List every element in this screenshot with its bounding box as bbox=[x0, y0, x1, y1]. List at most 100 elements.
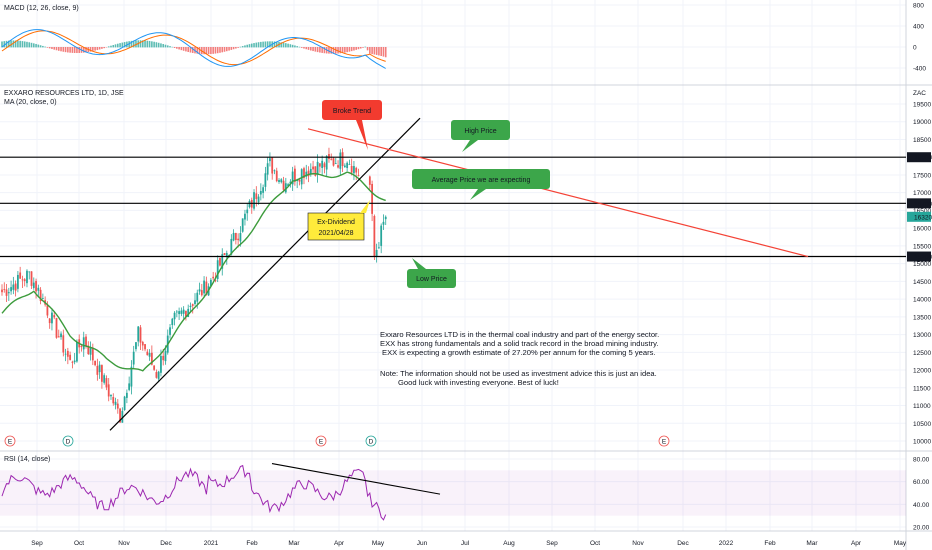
price-tick-label: 10000 bbox=[913, 439, 931, 446]
candle-body bbox=[5, 289, 8, 296]
macd-histogram-bar bbox=[353, 47, 355, 51]
candle-body bbox=[3, 289, 6, 290]
macd-histogram-bar bbox=[355, 47, 358, 50]
candle-body bbox=[187, 308, 190, 317]
candle-body bbox=[219, 258, 221, 266]
candle-body bbox=[237, 238, 240, 241]
candle-body bbox=[348, 164, 351, 166]
macd-histogram-bar bbox=[348, 47, 351, 52]
macd-histogram-bar bbox=[173, 47, 176, 48]
candle-body bbox=[35, 281, 37, 292]
candle-body bbox=[355, 167, 358, 173]
candle-body bbox=[205, 281, 208, 295]
rsi-tick-label: 40.00 bbox=[913, 502, 930, 509]
macd-histogram-bar bbox=[12, 40, 15, 48]
price-tick-label: 17000 bbox=[913, 190, 931, 197]
candle-body bbox=[232, 232, 235, 241]
macd-histogram-bar bbox=[48, 47, 51, 49]
event-marker-e bbox=[658, 435, 670, 447]
candle-body bbox=[375, 249, 378, 257]
candle-body bbox=[69, 354, 72, 360]
level-value-16700: 16700 bbox=[914, 201, 932, 208]
macd-histogram-bar bbox=[119, 43, 121, 48]
price-tick-label: 16500 bbox=[913, 208, 931, 215]
candle-body bbox=[280, 179, 283, 183]
macd-histogram-bar bbox=[139, 40, 142, 48]
candle-body bbox=[303, 168, 305, 179]
macd-histogram-bar bbox=[357, 47, 360, 50]
candle-body bbox=[305, 171, 308, 177]
macd-histogram-bar bbox=[323, 47, 326, 54]
macd-histogram-bar bbox=[303, 47, 305, 49]
candle-body bbox=[132, 351, 135, 365]
price-tick-label: 11500 bbox=[913, 385, 931, 392]
candle-body bbox=[314, 166, 317, 176]
macd-histogram-bar bbox=[291, 44, 294, 48]
macd-histogram-bar bbox=[266, 41, 269, 48]
macd-histogram-bar bbox=[346, 47, 348, 53]
candle-body bbox=[119, 408, 121, 423]
ex-dividend-callout: Ex-Dividend 2021/04/28 bbox=[307, 200, 370, 241]
candle-body bbox=[209, 279, 212, 287]
macd-histogram-bar bbox=[203, 47, 205, 55]
candle-body bbox=[94, 361, 96, 366]
macd-histogram-bar bbox=[153, 41, 155, 48]
price-tick-label: 14500 bbox=[913, 279, 931, 286]
candle-body bbox=[343, 165, 346, 167]
candle-body bbox=[239, 233, 242, 242]
macd-tick-label: 800 bbox=[913, 3, 924, 10]
macd-histogram-bar bbox=[239, 46, 242, 48]
macd-histogram-bar bbox=[289, 44, 292, 48]
x-tick-label: Jun bbox=[417, 540, 428, 547]
macd-histogram-bar bbox=[71, 47, 74, 53]
macd-histogram-bar bbox=[250, 43, 253, 48]
candle-body bbox=[196, 292, 199, 302]
candle-body bbox=[130, 366, 133, 387]
macd-histogram-bar bbox=[17, 40, 19, 48]
currency-label: ZAC bbox=[913, 90, 926, 97]
candle-body bbox=[21, 279, 24, 281]
candle-body bbox=[80, 346, 83, 348]
macd-histogram-bar bbox=[185, 47, 187, 52]
macd-histogram-bar bbox=[275, 41, 278, 48]
macd-histogram-bar bbox=[191, 47, 194, 53]
macd-histogram-bar bbox=[21, 41, 24, 48]
macd-histogram-bar bbox=[23, 41, 26, 48]
macd-histogram-bar bbox=[32, 43, 35, 48]
candle-body bbox=[271, 157, 274, 174]
x-tick-label: May bbox=[372, 540, 385, 547]
candle-body bbox=[321, 160, 324, 168]
macd-histogram-bar bbox=[42, 45, 44, 48]
macd-histogram-bar bbox=[169, 46, 171, 48]
macd-histogram-bar bbox=[37, 44, 40, 48]
candle-body bbox=[284, 183, 287, 193]
macd-histogram-bar bbox=[112, 45, 115, 48]
candle-body bbox=[125, 392, 128, 398]
candle-body bbox=[107, 384, 110, 397]
rsi-tick-label: 60.00 bbox=[913, 479, 930, 486]
macd-histogram-bar bbox=[380, 47, 382, 57]
macd-histogram-bar bbox=[60, 47, 62, 52]
rsi-title: RSI (14, close) bbox=[4, 456, 50, 463]
macd-histogram-bar bbox=[280, 42, 283, 48]
candle-body bbox=[214, 279, 217, 281]
macd-histogram-bar bbox=[69, 47, 71, 53]
macd-histogram-bar bbox=[180, 47, 183, 51]
price-tick-label: 15000 bbox=[913, 261, 931, 268]
candle-body bbox=[291, 171, 294, 185]
macd-histogram-bar bbox=[296, 46, 298, 48]
macd-histogram-bar bbox=[244, 45, 246, 48]
macd-histogram-bar bbox=[248, 44, 251, 48]
macd-histogram-bar bbox=[316, 47, 319, 53]
candle-body bbox=[223, 253, 226, 255]
x-tick-label: May bbox=[894, 540, 907, 547]
macd-histogram-bar bbox=[375, 47, 378, 55]
macd-histogram-bar bbox=[94, 47, 96, 51]
candle-body bbox=[341, 152, 344, 167]
candle-body bbox=[162, 355, 165, 361]
macd-tick-label: 400 bbox=[913, 24, 924, 31]
low-price-callout: Low Price bbox=[407, 258, 456, 288]
candle-body bbox=[123, 396, 126, 411]
macd-histogram-bar bbox=[35, 43, 37, 48]
